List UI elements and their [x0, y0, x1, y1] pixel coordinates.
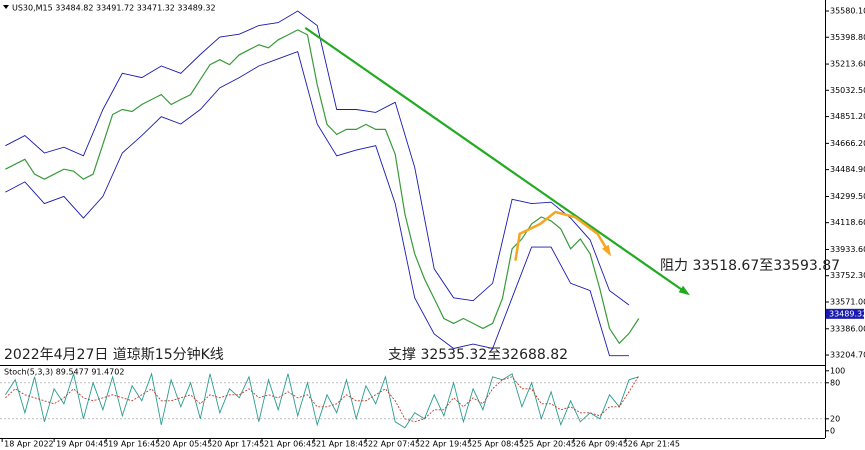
x-tick-label: 26 Apr 09:45 [576, 440, 628, 449]
y-tick-label: 33204.70 [830, 351, 865, 360]
y-tick-label: 33386.00 [830, 324, 865, 333]
y-tick-label: 100 [830, 366, 845, 375]
series-line [514, 210, 611, 261]
x-tick-label: 18 Apr 2022 [4, 440, 53, 449]
indicator-title: Stoch(5,3,3) 89.5477 91.4702 [4, 368, 124, 377]
y-tick-label: 34484.90 [830, 165, 865, 174]
y-tick-label: 80 [830, 378, 840, 387]
annotation: 阻力 33518.67至33593.87 [660, 258, 840, 274]
y-tick-label: 33933.60 [830, 245, 865, 254]
x-tick-label: 20 Apr 17:45 [212, 440, 264, 449]
annotation: 2022年4月27日 道琼斯15分钟K线 [4, 346, 224, 363]
series-line [304, 26, 689, 295]
y-tick-label: 35398.80 [830, 33, 865, 42]
series-line [5, 29, 640, 345]
chart-title: US30,M15 33484.82 33491.72 33471.32 3348… [12, 4, 216, 13]
menu-arrow [3, 5, 9, 9]
x-tick-label: 21 Apr 18:45 [316, 440, 368, 449]
series-line [5, 10, 630, 306]
y-tick-label: 35580.10 [830, 6, 865, 15]
arrow-head [602, 244, 612, 257]
series-line [5, 375, 640, 423]
price-tag [826, 308, 864, 319]
x-tick-label: 20 Apr 05:45 [160, 440, 212, 449]
x-tick-label: 19 Apr 16:45 [108, 440, 160, 449]
x-tick-label: 25 Apr 20:45 [524, 440, 576, 449]
y-tick-label: 35032.50 [830, 86, 865, 95]
annotation: 支撑 32535.32至32688.82 [388, 347, 568, 363]
y-tick-label: 34666.20 [830, 139, 865, 148]
y-tick-label: 34118.60 [830, 218, 865, 227]
y-tick-label: 33571.00 [830, 297, 865, 306]
x-tick-label: 26 Apr 21:45 [628, 440, 680, 449]
x-tick-label: 21 Apr 06:45 [264, 440, 316, 449]
x-tick-label: 25 Apr 08:45 [472, 440, 524, 449]
y-tick-label: 34851.20 [830, 112, 865, 121]
y-tick-label: 0 [830, 426, 835, 435]
y-tick-label: 34299.50 [830, 192, 865, 201]
x-tick-label: 22 Apr 07:45 [368, 440, 420, 449]
y-tick-label: 35213.68 [830, 60, 865, 69]
x-tick-label: 22 Apr 19:45 [420, 440, 472, 449]
series-line [5, 372, 639, 429]
x-tick-label: 19 Apr 04:45 [56, 440, 108, 449]
y-tick-label: 33752.30 [830, 271, 865, 280]
series-line [5, 51, 629, 357]
y-tick-label: 20 [830, 414, 840, 423]
price-tag-label: 33489.32 [829, 309, 865, 318]
arrow-head [678, 285, 690, 296]
